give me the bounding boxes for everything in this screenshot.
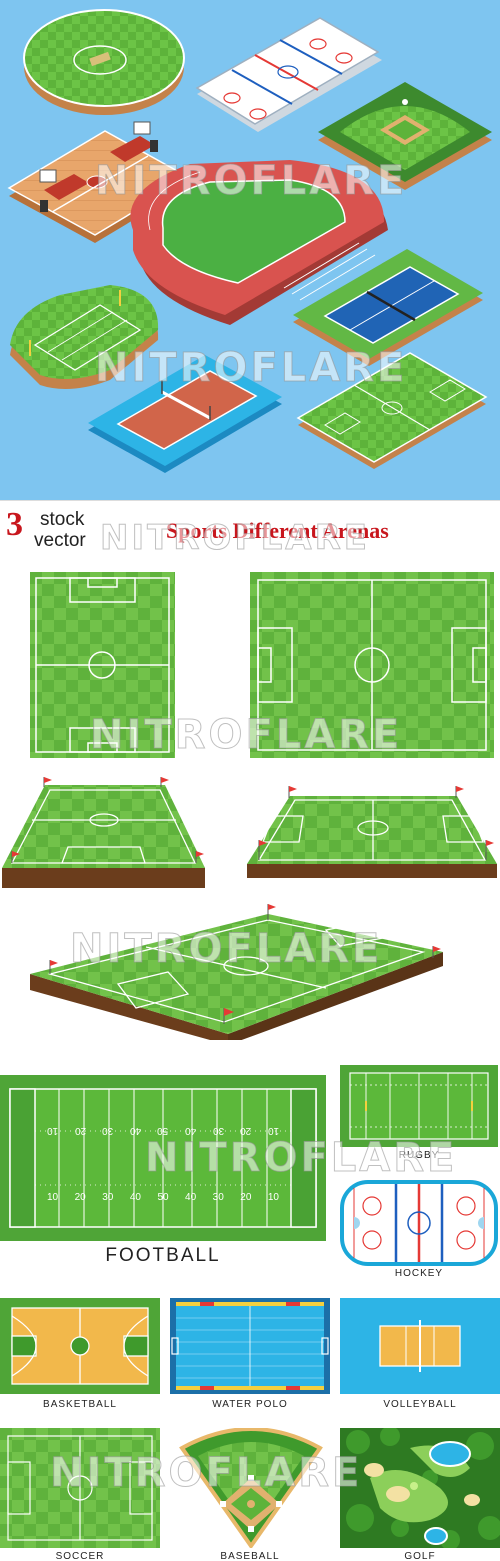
soccer-field-3d-left — [0, 775, 210, 893]
yard-number: 10 — [267, 1192, 279, 1203]
baseball-label: BASEBALL — [220, 1551, 280, 1561]
rugby-label: RUGBY — [398, 1150, 440, 1161]
hockey-rink-3d — [195, 17, 382, 132]
yard-number: 30 — [212, 1125, 224, 1136]
yard-number: 30 — [102, 1125, 114, 1136]
yard-markers-bottom: 10 20 30 40 50 40 30 20 10 — [35, 1191, 291, 1205]
baseball-diamond — [172, 1428, 330, 1548]
soccer-field-horizontal — [250, 572, 494, 758]
yard-number: 50 — [157, 1125, 169, 1136]
yard-number: 20 — [240, 1125, 252, 1136]
soccer-field-3d-isometric — [28, 900, 448, 1040]
soccer-field-3d-right — [245, 780, 500, 880]
yard-number: 30 — [102, 1192, 114, 1203]
yard-number: 50 — [157, 1192, 169, 1203]
soccer-field-vertical — [30, 572, 175, 758]
water-polo-label: WATER POLO — [212, 1399, 288, 1410]
yard-number: 40 — [129, 1192, 141, 1203]
volleyball-label: VOLLEYBALL — [383, 1399, 457, 1410]
yard-number: 30 — [212, 1192, 224, 1203]
football-label: FOOTBALL — [105, 1245, 221, 1266]
hero-illustration: NITROFLARE NITROFLARE — [0, 0, 500, 500]
cricket-field — [23, 9, 185, 115]
brand-stock-text: stock — [40, 509, 85, 530]
yard-number: 10 — [47, 1125, 59, 1136]
running-track-3d — [130, 160, 388, 325]
yard-number: 10 — [267, 1125, 279, 1136]
basketball-label: BASKETBALL — [43, 1399, 117, 1410]
volleyball-court-3d — [88, 355, 282, 473]
golf-label: GOLF — [404, 1551, 436, 1561]
rugby-field — [340, 1065, 498, 1147]
yard-number: 20 — [240, 1192, 252, 1203]
yard-number: 20 — [74, 1125, 86, 1136]
title-banner — [0, 500, 500, 562]
brand-number: 3 — [6, 506, 23, 543]
yard-number: 20 — [74, 1192, 86, 1203]
soccer-label: SOCCER — [55, 1551, 105, 1561]
volleyball-court — [340, 1298, 500, 1394]
soccer-field-3d-hero — [296, 352, 488, 469]
football-field-3d — [10, 285, 159, 389]
basketball-court — [0, 1298, 160, 1394]
yard-number: 10 — [47, 1192, 59, 1203]
hockey-label: HOCKEY — [394, 1268, 444, 1279]
brand-vector-text: vector — [34, 530, 86, 551]
water-polo-pool — [170, 1298, 330, 1394]
yard-markers-top: 10 20 30 40 50 40 30 20 10 — [35, 1123, 291, 1137]
baseball-field-3d — [318, 82, 492, 190]
golf-course — [340, 1428, 500, 1548]
hockey-rink — [340, 1180, 498, 1266]
american-football-field: 10 20 30 40 50 40 30 20 10 10 20 30 40 50 40 30 20 10 — [0, 1075, 326, 1241]
tennis-court-3d — [293, 249, 483, 366]
page-title: Sports Different Arenas — [166, 518, 389, 543]
basketball-court-3d — [7, 121, 192, 243]
isometric-arenas-scene — [7, 9, 492, 473]
soccer-field-small — [0, 1428, 160, 1548]
yard-number: 40 — [185, 1125, 197, 1136]
yard-number: 40 — [129, 1125, 141, 1136]
yard-number: 40 — [185, 1192, 197, 1203]
